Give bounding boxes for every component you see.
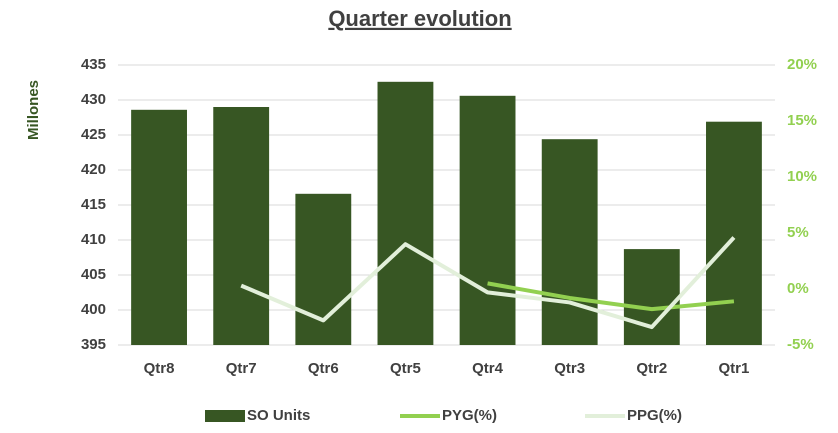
y-tick-label: 435 [81,56,106,73]
y2-tick-label: 10% [787,168,817,185]
x-tick-label: Qtr1 [719,360,750,377]
y2-tick-label: -5% [787,336,814,353]
bar [623,249,680,345]
y-tick-label: 415 [81,196,106,213]
line [240,236,736,330]
x-tick-label: Qtr8 [144,360,175,377]
bar [213,107,270,345]
y-tick-label: 400 [81,301,106,318]
y2-tick-label: 15% [787,112,817,129]
bar [131,109,187,345]
y-tick-label: 405 [81,266,106,283]
y2-tick-label: 20% [787,56,817,73]
x-tick-label: Qtr5 [390,360,421,377]
legend-label: PYG(%) [442,407,497,424]
line [487,281,735,312]
y-tick-label: 410 [81,231,106,248]
legend-swatch [205,410,245,422]
x-tick-label: Qtr7 [226,360,257,377]
y-axis-label: Millones [25,80,42,140]
y2-tick-label: 5% [787,224,809,241]
x-tick-label: Qtr6 [308,360,339,377]
x-tick-label: Qtr4 [472,360,504,377]
bar [377,81,434,346]
y-tick-label: 430 [81,91,106,108]
y-tick-label: 395 [81,336,106,353]
bar [459,95,516,345]
y-tick-label: 425 [81,126,106,143]
legend-label: PPG(%) [627,407,682,424]
bar [706,121,762,345]
y-tick-label: 420 [81,161,106,178]
chart-title: Quarter evolution [328,6,511,31]
legend-label: SO Units [247,407,310,424]
x-tick-label: Qtr2 [636,360,667,377]
bar [541,139,598,345]
y2-tick-label: 0% [787,280,809,297]
x-tick-label: Qtr3 [554,360,585,377]
